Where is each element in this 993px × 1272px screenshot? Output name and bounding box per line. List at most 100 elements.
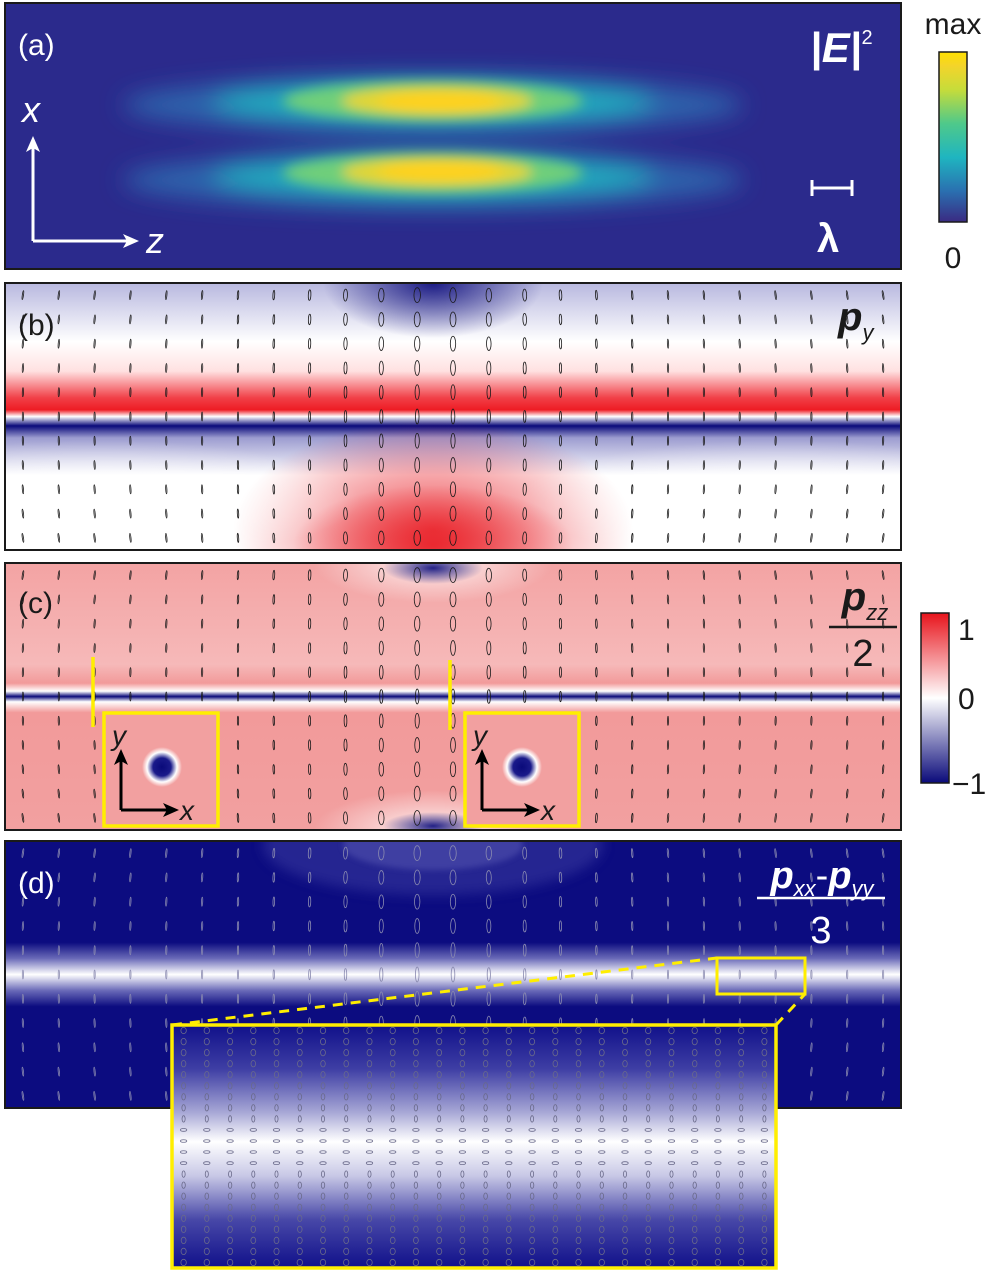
polarization-ellipse (344, 1104, 349, 1112)
polarization-ellipse (738, 1192, 744, 1200)
polarization-ellipse (93, 872, 96, 883)
polarization-ellipse (595, 618, 598, 629)
polarization-ellipse (575, 1236, 582, 1245)
polarization-ellipse (483, 1093, 488, 1101)
polarization-ellipse (319, 1139, 327, 1143)
polarization-ellipse (882, 435, 885, 446)
polarization-ellipse (228, 1170, 233, 1178)
polarization-ellipse (644, 1128, 652, 1132)
polarization-ellipse (645, 1082, 651, 1090)
polarization-ellipse (165, 872, 168, 883)
polarization-ellipse (308, 666, 312, 678)
polarization-ellipse (201, 314, 204, 325)
polarization-ellipse (595, 739, 598, 751)
polarization-ellipse (203, 1161, 211, 1165)
polarization-ellipse (702, 314, 705, 325)
polarization-ellipse (308, 435, 312, 447)
polarization-ellipse (129, 338, 132, 349)
polarization-ellipse (227, 1192, 233, 1200)
polarization-ellipse (529, 1247, 536, 1256)
polarization-ellipse (93, 740, 96, 750)
polarization-ellipse (272, 969, 275, 980)
polarization-ellipse (272, 386, 275, 398)
polarization-ellipse (236, 848, 240, 859)
polarization-ellipse (714, 1139, 722, 1143)
polarization-ellipse (645, 1236, 652, 1245)
polarization-ellipse (810, 314, 813, 325)
polarization-ellipse (460, 1192, 465, 1200)
polarization-ellipse (845, 1091, 849, 1101)
polarization-ellipse (482, 1060, 489, 1068)
polarization-ellipse (576, 1082, 581, 1090)
polarization-ellipse (449, 761, 457, 778)
polarization-ellipse (702, 896, 705, 907)
polarization-ellipse (450, 408, 456, 425)
polarization-ellipse (666, 667, 670, 678)
polarization-ellipse (505, 1128, 513, 1132)
wavelength-scale-bar (810, 180, 854, 196)
polarization-ellipse (412, 1026, 420, 1035)
polarization-ellipse (691, 1150, 699, 1154)
polarization-ellipse (882, 691, 885, 702)
polarization-ellipse (57, 1042, 60, 1053)
polarization-ellipse (738, 435, 741, 446)
polarization-ellipse (558, 338, 563, 350)
polarization-ellipse (481, 1150, 490, 1154)
polarization-ellipse (435, 1161, 443, 1165)
polarization-ellipse (272, 289, 276, 301)
polarization-ellipse (882, 387, 885, 398)
polarization-ellipse (738, 570, 741, 580)
polarization-ellipse (702, 740, 705, 750)
polarization-ellipse (181, 1071, 187, 1079)
polarization-ellipse (93, 921, 96, 931)
polarization-ellipse (201, 872, 204, 883)
polarization-ellipse (522, 641, 527, 655)
polarization-ellipse (272, 618, 276, 629)
polarization-ellipse (272, 944, 275, 956)
polarization-ellipse (595, 642, 598, 654)
polarization-ellipse (414, 918, 421, 934)
polarization-ellipse (227, 1049, 233, 1057)
polarization-ellipse (692, 1060, 698, 1068)
polarization-ellipse (558, 847, 563, 859)
polarization-ellipse (702, 813, 706, 823)
polarization-ellipse (846, 1066, 849, 1077)
polarization-ellipse (437, 1104, 442, 1112)
polarization-ellipse (810, 667, 813, 678)
polarization-ellipse (738, 1026, 745, 1035)
polarization-ellipse (881, 1042, 885, 1053)
polarization-ellipse (739, 1115, 744, 1123)
polarization-ellipse (522, 846, 528, 860)
polarization-ellipse (200, 848, 204, 859)
polarization-ellipse (379, 433, 384, 449)
polarization-ellipse (485, 845, 492, 861)
polarization-ellipse (343, 846, 348, 860)
polarization-ellipse (343, 1038, 350, 1046)
polarization-ellipse (631, 872, 634, 883)
polarization-ellipse (251, 1104, 256, 1112)
polarization-ellipse (250, 1225, 256, 1233)
polarization-ellipse (343, 919, 348, 933)
polarization-ellipse (296, 1049, 303, 1057)
polarization-ellipse (165, 484, 168, 495)
polarization-ellipse (236, 338, 240, 349)
polarization-ellipse (367, 1093, 372, 1101)
polarization-ellipse (486, 433, 492, 449)
panel-a-frame (4, 2, 902, 270)
panel-d-tag: (d) (18, 867, 55, 900)
polarization-ellipse (250, 1038, 257, 1046)
polarization-ellipse (93, 643, 96, 653)
polarization-ellipse (623, 1170, 627, 1178)
polarization-ellipse (595, 569, 598, 581)
polarization-ellipse (881, 508, 885, 519)
polarization-ellipse (343, 313, 348, 326)
polarization-ellipse (551, 1139, 559, 1143)
polarization-ellipse (882, 993, 885, 1004)
polarization-ellipse (595, 872, 598, 883)
polarization-ellipse (485, 506, 492, 521)
polarization-ellipse (379, 991, 384, 1007)
polarization-ellipse (367, 1104, 372, 1112)
polarization-ellipse (435, 1150, 443, 1154)
polarization-ellipse (378, 845, 385, 861)
polarization-ellipse (459, 1026, 466, 1035)
